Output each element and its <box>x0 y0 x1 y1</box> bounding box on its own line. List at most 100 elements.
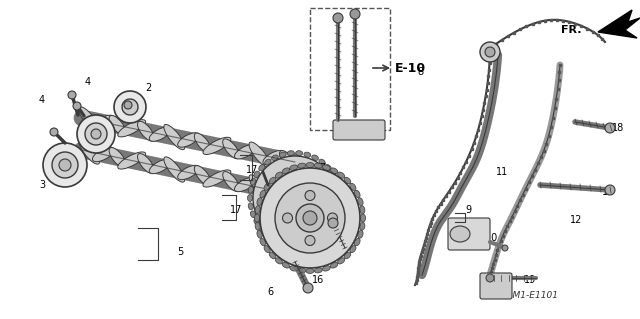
Ellipse shape <box>279 239 286 244</box>
Text: 2: 2 <box>145 83 151 93</box>
Ellipse shape <box>118 152 146 169</box>
Ellipse shape <box>325 165 332 171</box>
Ellipse shape <box>109 115 126 135</box>
FancyBboxPatch shape <box>448 218 490 250</box>
Ellipse shape <box>280 183 296 204</box>
Ellipse shape <box>234 177 256 192</box>
Ellipse shape <box>263 183 285 198</box>
Ellipse shape <box>250 211 256 218</box>
Circle shape <box>260 168 360 268</box>
Ellipse shape <box>337 186 342 193</box>
Circle shape <box>68 91 76 99</box>
Ellipse shape <box>264 183 270 190</box>
Text: 17: 17 <box>230 205 242 215</box>
Ellipse shape <box>304 152 311 157</box>
Text: 13: 13 <box>372 127 384 137</box>
Ellipse shape <box>118 120 146 137</box>
Ellipse shape <box>271 235 278 241</box>
Ellipse shape <box>248 195 253 202</box>
Ellipse shape <box>195 166 211 185</box>
Text: 12: 12 <box>570 215 582 225</box>
Ellipse shape <box>255 214 259 222</box>
Text: 17: 17 <box>246 165 258 175</box>
Ellipse shape <box>254 219 260 225</box>
Circle shape <box>333 13 343 23</box>
Circle shape <box>296 204 324 232</box>
Ellipse shape <box>350 183 356 190</box>
Ellipse shape <box>263 150 285 165</box>
Ellipse shape <box>319 231 325 237</box>
Circle shape <box>502 245 508 251</box>
Ellipse shape <box>312 235 318 241</box>
Ellipse shape <box>358 231 363 238</box>
Ellipse shape <box>269 252 276 259</box>
Circle shape <box>124 101 132 109</box>
Circle shape <box>305 190 315 201</box>
Ellipse shape <box>138 153 154 174</box>
Ellipse shape <box>164 157 185 182</box>
Ellipse shape <box>314 268 323 273</box>
Ellipse shape <box>282 168 290 174</box>
Ellipse shape <box>109 148 126 167</box>
Ellipse shape <box>298 163 306 168</box>
Text: 11: 11 <box>496 167 508 177</box>
Ellipse shape <box>92 147 114 162</box>
Ellipse shape <box>323 266 330 271</box>
Ellipse shape <box>149 127 171 141</box>
Ellipse shape <box>306 269 314 273</box>
Ellipse shape <box>255 222 260 230</box>
Ellipse shape <box>350 246 356 253</box>
Ellipse shape <box>265 159 271 165</box>
Ellipse shape <box>178 165 199 180</box>
Text: 7: 7 <box>319 163 325 173</box>
Ellipse shape <box>122 99 138 115</box>
Ellipse shape <box>269 177 276 184</box>
Text: 5: 5 <box>177 247 183 257</box>
Text: 4: 4 <box>85 77 91 87</box>
Text: 8: 8 <box>417 67 423 77</box>
Ellipse shape <box>312 155 318 160</box>
Ellipse shape <box>337 195 342 202</box>
Ellipse shape <box>149 159 171 174</box>
Ellipse shape <box>344 252 351 259</box>
Ellipse shape <box>223 172 239 191</box>
Ellipse shape <box>257 231 262 238</box>
FancyBboxPatch shape <box>480 273 512 299</box>
Circle shape <box>480 42 500 62</box>
Ellipse shape <box>249 142 270 167</box>
Ellipse shape <box>271 155 278 160</box>
Ellipse shape <box>360 222 365 230</box>
Circle shape <box>282 213 292 223</box>
Ellipse shape <box>330 262 338 268</box>
Ellipse shape <box>250 178 256 185</box>
Ellipse shape <box>257 198 262 205</box>
Circle shape <box>605 185 615 195</box>
Ellipse shape <box>279 152 286 157</box>
Text: 14: 14 <box>602 187 614 197</box>
Ellipse shape <box>355 238 360 246</box>
Ellipse shape <box>223 139 239 159</box>
Ellipse shape <box>265 231 271 237</box>
Circle shape <box>303 283 313 293</box>
Ellipse shape <box>298 268 306 273</box>
Ellipse shape <box>43 143 87 187</box>
Ellipse shape <box>259 225 265 231</box>
Ellipse shape <box>282 262 290 268</box>
Circle shape <box>486 274 494 282</box>
Text: 4: 4 <box>39 95 45 105</box>
Ellipse shape <box>203 137 231 154</box>
Ellipse shape <box>249 175 270 200</box>
Circle shape <box>328 213 337 223</box>
Ellipse shape <box>254 171 260 178</box>
Ellipse shape <box>360 214 365 222</box>
Circle shape <box>305 235 315 246</box>
Ellipse shape <box>77 115 115 153</box>
Ellipse shape <box>355 190 360 198</box>
Ellipse shape <box>52 152 78 178</box>
Polygon shape <box>598 10 640 38</box>
Ellipse shape <box>255 206 260 214</box>
Ellipse shape <box>314 163 323 168</box>
Bar <box>310 8 390 130</box>
Ellipse shape <box>79 107 100 132</box>
Text: E-10: E-10 <box>394 62 426 75</box>
